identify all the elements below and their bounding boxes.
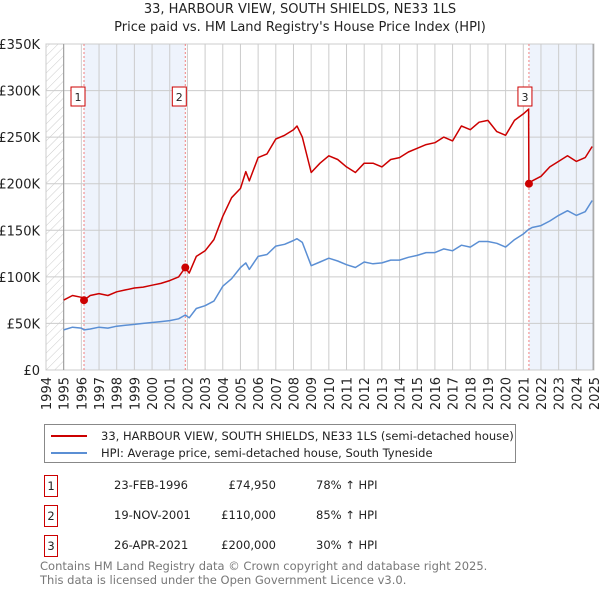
x-tick-label: 2008 (287, 377, 302, 410)
legend-property-swatch (51, 435, 87, 437)
x-tick-label: 1997 (93, 377, 108, 410)
sale-label-box (517, 86, 533, 107)
x-tick-label: 2004 (217, 377, 232, 410)
y-tick-label: £300K (0, 85, 40, 100)
x-tick-label: 1999 (128, 377, 143, 410)
footer-copyright: Contains HM Land Registry data © Crown c… (40, 559, 488, 573)
x-tick-label: 2025 (588, 377, 600, 410)
sale-point (181, 263, 190, 272)
x-tick-label: 2015 (411, 377, 426, 410)
x-tick-label: 2006 (252, 377, 267, 410)
y-tick-label: £0 (23, 364, 40, 379)
sale-label-box (171, 86, 187, 107)
sale-hpi-diff: 85% ↑ HPI (316, 508, 378, 522)
y-tick-label: £250K (0, 131, 40, 146)
x-tick-label: 2003 (199, 377, 214, 410)
x-tick-label: 2005 (234, 377, 249, 410)
x-tick-label: 2024 (570, 377, 585, 410)
sale-row: 3 26-APR-2021 £200,000 30% ↑ HPI (44, 535, 444, 557)
sale-label-box (70, 86, 86, 107)
chart-title: 33, HARBOUR VIEW, SOUTH SHIELDS, NE33 1L… (143, 2, 457, 17)
sale-date: 19-NOV-2001 (114, 508, 191, 522)
sale-number: 1 (44, 475, 58, 497)
x-tick-label: 1996 (75, 377, 90, 410)
x-tick-label: 2007 (270, 377, 285, 410)
sale-row: 2 19-NOV-2001 £110,000 85% ↑ HPI (44, 505, 444, 527)
sale-date: 26-APR-2021 (114, 538, 189, 552)
sale-hpi-diff: 78% ↑ HPI (316, 478, 378, 492)
y-tick-label: £50K (7, 317, 41, 332)
sale-label: 3 (521, 91, 528, 104)
price-chart: £0 £50K £100K £150K £200K £250K £300K £350K 1994… (0, 38, 600, 410)
legend-property-label: 33, HARBOUR VIEW, SOUTH SHIELDS, NE33 1L… (101, 429, 514, 443)
x-tick-label: 2018 (464, 377, 479, 410)
hatched-region-start (46, 44, 64, 370)
sale-row: 1 23-FEB-1996 £74,950 78% ↑ HPI (44, 475, 444, 497)
x-tick-label: 2001 (164, 377, 179, 410)
ownership-shade (528, 44, 594, 370)
sale-point (80, 296, 89, 305)
sale-price: £110,000 (221, 508, 276, 522)
legend-hpi-swatch (51, 452, 87, 454)
x-tick-label: 2010 (323, 377, 338, 410)
x-tick-label: 2019 (482, 377, 497, 410)
x-tick-label: 2020 (500, 377, 515, 410)
sale-number: 2 (44, 505, 58, 527)
sale-point (524, 179, 533, 188)
legend: 33, HARBOUR VIEW, SOUTH SHIELDS, NE33 1L… (44, 424, 516, 463)
x-tick-label: 2014 (394, 377, 409, 410)
y-tick-label: £200K (0, 178, 40, 193)
legend-hpi-label: HPI: Average price, semi-detached house,… (101, 446, 433, 460)
sale-date: 23-FEB-1996 (114, 478, 188, 492)
x-tick-label: 2022 (535, 377, 550, 410)
sale-hpi-diff: 30% ↑ HPI (316, 538, 378, 552)
chart-subtitle: Price paid vs. HM Land Registry's House … (114, 20, 486, 35)
x-tick-label: 2002 (181, 377, 196, 410)
x-tick-label: 2017 (447, 377, 462, 410)
sale-price: £200,000 (221, 538, 276, 552)
x-tick-label: 2016 (429, 377, 444, 410)
hpi-line (63, 200, 593, 331)
x-tick-label: 2011 (341, 377, 356, 410)
sale-label: 2 (176, 91, 183, 104)
x-tick-label: 1994 (40, 377, 55, 410)
x-tick-label: 2021 (517, 377, 532, 410)
y-tick-label: £150K (0, 224, 40, 239)
property-price-line (63, 108, 593, 301)
x-tick-label: 2012 (358, 377, 373, 410)
x-tick-label: 2023 (553, 377, 568, 410)
sale-number: 3 (44, 535, 58, 557)
plot-frame (45, 43, 595, 371)
x-tick-label: 1995 (58, 377, 73, 410)
x-tick-label: 2009 (305, 377, 320, 410)
x-tick-label: 2000 (146, 377, 161, 410)
x-tick-label: 1998 (111, 377, 126, 410)
y-tick-label: £350K (0, 38, 40, 53)
footer-licence: This data is licensed under the Open Gov… (40, 573, 407, 587)
y-tick-label: £100K (0, 271, 40, 286)
sale-price: £74,950 (228, 478, 276, 492)
sale-label: 1 (75, 91, 82, 104)
x-tick-label: 2013 (376, 377, 391, 410)
